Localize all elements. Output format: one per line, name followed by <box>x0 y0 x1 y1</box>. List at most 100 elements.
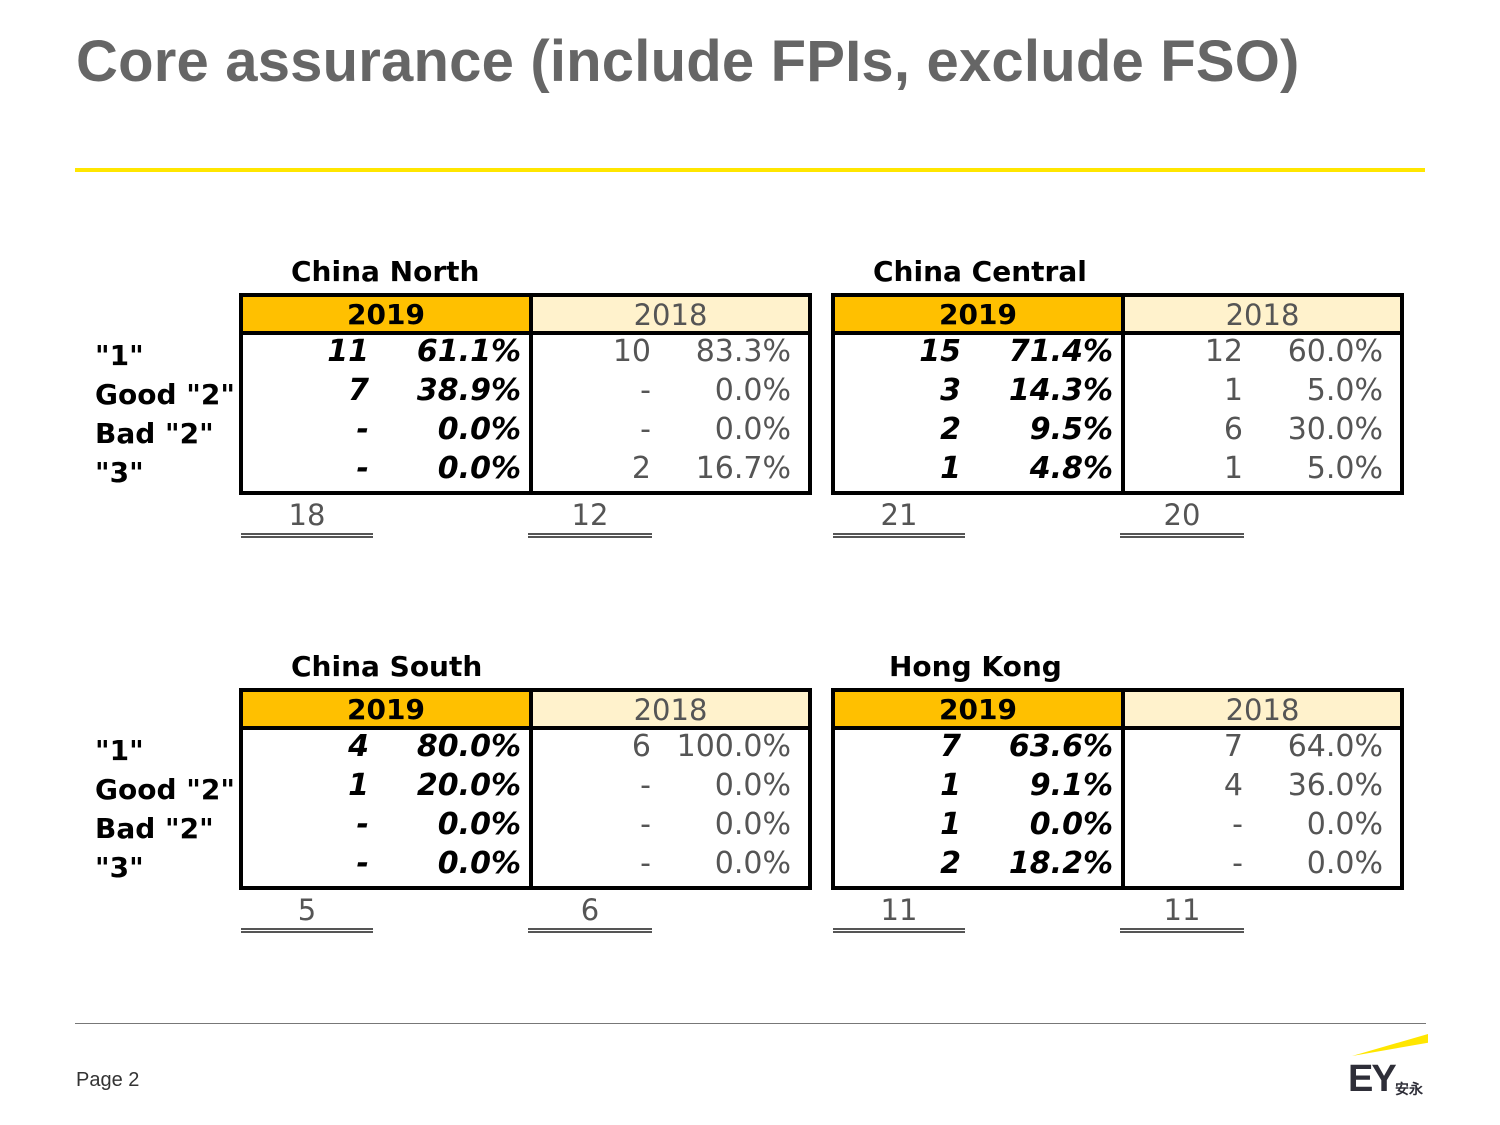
percent-2019: 0.0% <box>437 807 521 842</box>
region-block: China North "1" Good "2" Bad "2" "3" 2019 2018… <box>95 255 812 555</box>
header-2018: 2018 <box>533 297 808 335</box>
header-2018: 2018 <box>1125 692 1400 730</box>
percent-2018: 5.0% <box>1306 451 1383 486</box>
count-2019: 2 <box>940 846 961 881</box>
percent-2019: 61.1% <box>416 334 521 369</box>
region-block: China South "1" Good "2" Bad "2" "3" 2019 2018… <box>95 650 812 950</box>
region-title: China South <box>291 650 483 683</box>
total-2018: 20 <box>1120 497 1244 538</box>
count-2018: 2 <box>631 451 651 486</box>
percent-2018: 60.0% <box>1287 334 1383 369</box>
row-label: Bad "2" <box>95 812 214 845</box>
title-underline <box>75 168 1425 172</box>
count-2018: 10 <box>612 334 651 369</box>
percent-2019: 0.0% <box>1029 807 1113 842</box>
header-2019: 2019 <box>243 692 529 730</box>
total-2019: 11 <box>833 892 965 933</box>
percent-2019: 9.5% <box>1029 412 1113 447</box>
footer-divider <box>75 1023 1426 1024</box>
count-2018: - <box>640 846 651 881</box>
count-2019: - <box>356 846 369 881</box>
percent-2019: 38.9% <box>416 373 521 408</box>
percent-2018: 0.0% <box>1306 846 1383 881</box>
total-2019: 5 <box>241 892 373 933</box>
count-2018: 6 <box>631 729 651 764</box>
page-title: Core assurance (include FPIs, exclude FS… <box>76 29 1300 94</box>
percent-2019: 4.8% <box>1029 451 1113 486</box>
column-divider <box>529 692 533 886</box>
percent-2019: 71.4% <box>1008 334 1113 369</box>
region-title: Hong Kong <box>889 650 1062 683</box>
percent-2019: 9.1% <box>1029 768 1113 803</box>
count-2019: 3 <box>940 373 961 408</box>
region-block: China Central 2019 2018 15 71.4% 12 60.0% 3 14.3… <box>831 255 1404 555</box>
count-2019: - <box>356 807 369 842</box>
percent-2018: 0.0% <box>714 373 791 408</box>
region-title: China North <box>291 255 480 288</box>
percent-2019: 0.0% <box>437 412 521 447</box>
row-label: Bad "2" <box>95 417 214 450</box>
count-2019: 15 <box>919 334 961 369</box>
ey-logo: EY 安永 <box>1348 1034 1428 1100</box>
column-divider <box>529 297 533 491</box>
percent-2018: 0.0% <box>1306 807 1383 842</box>
count-2019: 1 <box>940 451 961 486</box>
region-block: Hong Kong 2019 2018 7 63.6% 7 64.0% 1 9.1% 4 36.0%… <box>831 650 1404 950</box>
percent-2018: 0.0% <box>714 807 791 842</box>
count-2018: 12 <box>1204 334 1243 369</box>
total-2018: 12 <box>528 497 652 538</box>
percent-2019: 0.0% <box>437 846 521 881</box>
row-label: "1" <box>95 734 144 767</box>
percent-2019: 14.3% <box>1008 373 1113 408</box>
count-2019: 4 <box>348 729 369 764</box>
count-2018: - <box>640 807 651 842</box>
count-2019: - <box>356 412 369 447</box>
total-2018: 11 <box>1120 892 1244 933</box>
column-divider <box>1121 297 1125 491</box>
header-2018: 2018 <box>533 692 808 730</box>
count-2019: - <box>356 451 369 486</box>
row-label: Good "2" <box>95 773 235 806</box>
row-label: "3" <box>95 851 144 884</box>
total-2019: 21 <box>833 497 965 538</box>
region-table: 2019 2018 7 63.6% 7 64.0% 1 9.1% 4 36.0% 1 0.0% -0.0… <box>831 688 1404 890</box>
count-2018: - <box>1232 846 1243 881</box>
percent-2019: 63.6% <box>1008 729 1113 764</box>
percent-2019: 20.0% <box>416 768 521 803</box>
count-2018: 6 <box>1223 412 1243 447</box>
count-2018: - <box>640 412 651 447</box>
count-2018: 1 <box>1223 451 1243 486</box>
count-2018: 4 <box>1223 768 1243 803</box>
row-label: Good "2" <box>95 378 235 411</box>
logo-text: EY <box>1348 1058 1397 1100</box>
logo-beam <box>1352 1034 1428 1056</box>
count-2018: 1 <box>1223 373 1243 408</box>
count-2019: 1 <box>940 768 961 803</box>
header-2019: 2019 <box>243 297 529 335</box>
percent-2019: 18.2% <box>1008 846 1113 881</box>
row-label: "3" <box>95 456 144 489</box>
percent-2018: 5.0% <box>1306 373 1383 408</box>
percent-2018: 36.0% <box>1287 768 1383 803</box>
percent-2018: 0.0% <box>714 846 791 881</box>
count-2019: 7 <box>940 729 961 764</box>
header-2018: 2018 <box>1125 297 1400 335</box>
count-2019: 7 <box>348 373 369 408</box>
region-title: China Central <box>873 255 1087 288</box>
header-2019: 2019 <box>835 297 1121 335</box>
count-2019: 11 <box>327 334 369 369</box>
count-2018: - <box>640 768 651 803</box>
percent-2018: 30.0% <box>1287 412 1383 447</box>
percent-2018: 16.7% <box>695 451 791 486</box>
percent-2018: 83.3% <box>695 334 791 369</box>
total-2018: 6 <box>528 892 652 933</box>
row-label: "1" <box>95 339 144 372</box>
count-2019: 1 <box>348 768 369 803</box>
count-2019: 1 <box>940 807 961 842</box>
percent-2019: 0.0% <box>437 451 521 486</box>
region-table: 2019 2018 11 61.1% 10 83.3% 7 38.9% - 0.0% - 0.0% - 0… <box>239 293 812 495</box>
percent-2018: 0.0% <box>714 412 791 447</box>
count-2018: - <box>640 373 651 408</box>
count-2018: - <box>1232 807 1243 842</box>
percent-2018: 100.0% <box>676 729 791 764</box>
